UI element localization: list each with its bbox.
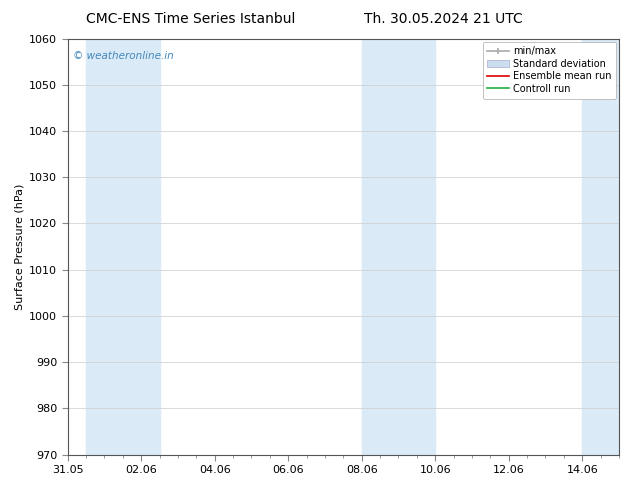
Text: Th. 30.05.2024 21 UTC: Th. 30.05.2024 21 UTC	[365, 12, 523, 26]
Title: CMC-ENS Time Series Istanbul      Th. 30.05.2024 21 UTC: CMC-ENS Time Series Istanbul Th. 30.05.2…	[0, 489, 1, 490]
Text: © weatheronline.in: © weatheronline.in	[73, 51, 174, 61]
Legend: min/max, Standard deviation, Ensemble mean run, Controll run: min/max, Standard deviation, Ensemble me…	[482, 42, 616, 98]
Text: CMC-ENS Time Series Istanbul: CMC-ENS Time Series Istanbul	[86, 12, 295, 26]
Bar	[582, 39, 619, 455]
Bar	[86, 39, 160, 455]
Bar	[362, 39, 435, 455]
Y-axis label: Surface Pressure (hPa): Surface Pressure (hPa)	[15, 183, 25, 310]
